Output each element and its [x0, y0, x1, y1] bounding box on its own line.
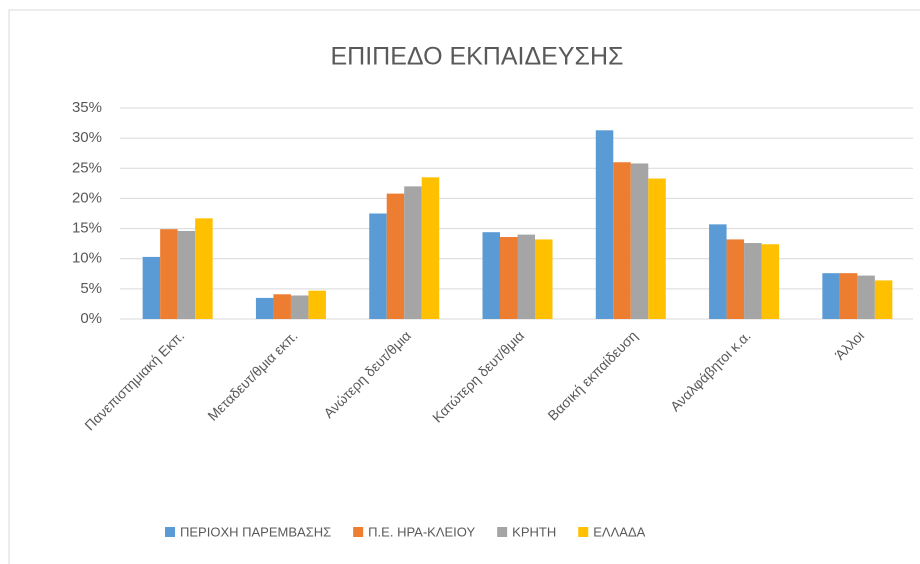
legend-swatch: [578, 527, 589, 537]
bar: [874, 280, 893, 319]
y-tick-label: 20%: [72, 189, 102, 206]
x-tick-label: Βασική εκπαίδευση: [544, 327, 640, 423]
y-tick-label: 5%: [80, 280, 102, 297]
chart-frame: [8, 9, 920, 564]
y-tick-label: 35%: [72, 99, 102, 116]
bar: [290, 295, 309, 319]
bar: [761, 244, 780, 319]
bar: [839, 273, 858, 319]
x-tick-label: Άλλοι: [832, 327, 867, 362]
bar: [386, 193, 405, 319]
bar: [517, 234, 535, 319]
x-tick-label: Μεταδευτ/θμια εκπ.: [204, 327, 300, 423]
y-tick-label: 10%: [72, 250, 102, 267]
legend-swatch: [165, 527, 175, 537]
bar: [369, 213, 387, 319]
bar: [255, 297, 274, 319]
x-tick-label: Αναλφάβητοι κ.α.: [667, 327, 754, 414]
bar: [857, 275, 875, 319]
bar: [160, 229, 178, 319]
bar: [726, 239, 745, 319]
bar: [648, 178, 666, 319]
bar: [142, 256, 161, 319]
y-tick-label: 15%: [72, 220, 102, 237]
legend-label: Π.Ε. ΗΡΑ-ΚΛΕΙΟΥ: [368, 524, 475, 539]
legend-label: ΕΛΛΑΔΑ: [593, 524, 645, 539]
bar: [404, 186, 422, 319]
legend-label: ΠΕΡΙΟΧΗ ΠΑΡΕΜΒΑΣΗΣ: [180, 524, 331, 539]
bar: [421, 177, 440, 319]
bar: [709, 224, 727, 319]
legend-swatch: [353, 527, 364, 537]
y-tick-label: 30%: [72, 129, 102, 146]
x-tick-label: Κατώτερη δευτ/θμια: [429, 327, 527, 425]
bar: [273, 294, 291, 319]
bar: [195, 218, 213, 319]
chart-title: ΕΠΙΠΕΔΟ ΕΚΠΑΙΔΕΥΣΗΣ: [330, 43, 623, 71]
x-tick-label: Πανεπιστημιακή Εκπ.: [81, 327, 187, 433]
x-tick-label: Ανώτερη δευτ/θμια: [320, 327, 414, 421]
y-tick-label: 25%: [72, 159, 102, 176]
bar: [308, 290, 326, 319]
bar: [744, 243, 762, 319]
bar: [177, 230, 196, 319]
legend-swatch: [497, 527, 508, 537]
bar: [482, 232, 500, 319]
bar: [500, 237, 518, 319]
bar: [630, 163, 649, 319]
bar: [535, 239, 553, 319]
bar: [595, 130, 614, 319]
legend-label: ΚΡΗΤΗ: [512, 524, 556, 539]
bar: [613, 162, 631, 319]
bar: [822, 273, 840, 319]
y-tick-label: 0%: [80, 310, 102, 327]
